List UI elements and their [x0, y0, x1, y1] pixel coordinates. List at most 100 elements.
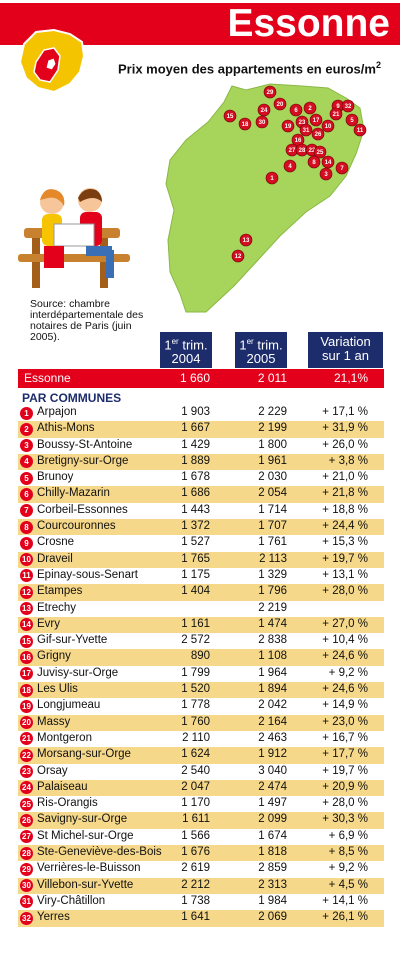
commune-name: St Michel-sur-Orge	[37, 829, 134, 842]
commune-name: Juvisy-sur-Orge	[37, 666, 119, 679]
table-row: 29 Verrières-le-Buisson 2 619 2 859 + 9,2 %	[18, 861, 384, 877]
commune-number-badge: 19	[20, 699, 33, 713]
commune-name: Crosne	[37, 536, 75, 549]
price-2004: 1 889	[181, 454, 210, 467]
commune-number-badge: 15	[20, 634, 33, 648]
commune-name: Yerres	[37, 911, 70, 924]
table-row: 3 Boussy-St-Antoine 1 429 1 800 + 26,0 %	[18, 438, 384, 454]
price-variation: + 23,0 %	[322, 715, 368, 728]
commune-name: Draveil	[37, 552, 73, 565]
map-pin-label: 27	[289, 148, 296, 154]
commune-number-badge: 25	[20, 797, 33, 811]
price-variation: + 24,6 %	[322, 650, 368, 663]
map-pin-label: 4	[288, 164, 292, 170]
commune-number-badge: 21	[20, 732, 33, 746]
commune-number-badge: 27	[20, 830, 33, 844]
price-2004: 890	[190, 650, 210, 663]
price-variation: + 13,1 %	[322, 568, 368, 581]
price-2004: 1 611	[182, 813, 210, 826]
price-2005: 3 040	[258, 764, 287, 777]
price-2005: 1 964	[258, 666, 287, 679]
commune-name: Evry	[37, 617, 60, 630]
price-variation: + 14,9 %	[322, 699, 368, 712]
price-2004: 2 047	[181, 780, 210, 793]
price-variation: + 26,0 %	[322, 438, 368, 451]
commune-number-badge: 22	[20, 748, 33, 762]
price-2005: 1 761	[258, 536, 287, 549]
table-row: 4 Bretigny-sur-Orge 1 889 1 961 + 3,8 %	[18, 453, 384, 471]
table-row: 8 Courcouronnes 1 372 1 707 + 24,4 %	[18, 519, 384, 536]
map-pin-label: 11	[357, 128, 364, 134]
map-pin-label: 10	[325, 124, 332, 130]
table-row: 21 Montgeron 2 110 2 463 + 16,7 %	[18, 731, 384, 747]
column-header-2004: 1er trim. 2004	[160, 332, 212, 368]
price-variation: + 8,5 %	[328, 846, 368, 859]
price-2004: 1 175	[181, 568, 210, 581]
price-2005: 2 463	[258, 731, 287, 744]
map-pin-label: 15	[227, 114, 234, 120]
price-variation: + 17,7 %	[322, 748, 368, 761]
price-variation: + 9,2 %	[328, 862, 368, 875]
price-variation: + 18,8 %	[322, 503, 368, 516]
price-variation: + 28,0 %	[322, 585, 368, 598]
commune-number-badge: 24	[20, 781, 33, 795]
commune-number-badge: 10	[20, 553, 33, 567]
commune-name: Brunoy	[37, 471, 74, 484]
price-2004: 1 161	[181, 617, 210, 630]
commune-number-badge: 1	[20, 406, 33, 420]
price-2004: 1 678	[181, 471, 210, 484]
price-variation: + 20,9 %	[322, 780, 368, 793]
map-pin-label: 5	[350, 118, 354, 124]
map-pin-label: 28	[299, 148, 306, 154]
table-row: 17 Juvisy-sur-Orge 1 799 1 964 + 9,2 %	[18, 666, 384, 682]
commune-number-badge: 9	[20, 536, 33, 550]
price-variation: + 4,5 %	[328, 878, 368, 891]
price-2004: 1 443	[181, 503, 210, 516]
table-row: 18 Les Ulis 1 520 1 894 + 24,6 %	[18, 682, 384, 699]
map-pin	[263, 85, 277, 99]
commune-name: Epinay-sous-Senart	[37, 568, 138, 581]
commune-name: Ste-Geneviève-des-Bois	[37, 846, 162, 859]
price-2005: 1 108	[258, 650, 287, 663]
commune-number-badge: 8	[20, 520, 33, 534]
price-2005: 2 054	[258, 487, 287, 500]
map-pin	[319, 167, 333, 181]
price-2004: 1 667	[181, 422, 210, 435]
commune-number-badge: 32	[20, 911, 33, 925]
price-2004: 1 799	[181, 666, 210, 679]
commune-number-badge: 6	[20, 487, 33, 501]
price-2004: 1 372	[181, 520, 210, 533]
table-row: 30 Villebon-sur-Yvette 2 212 2 313 + 4,5 %	[18, 877, 384, 894]
map-pin	[273, 97, 287, 111]
map-pin-label: 14	[325, 160, 332, 166]
commune-number-badge: 18	[20, 683, 33, 697]
price-variation: + 14,1 %	[322, 894, 368, 907]
commune-number-badge: 17	[20, 667, 33, 681]
table-row: 22 Morsang-sur-Orge 1 624 1 912 + 17,7 %	[18, 747, 384, 764]
commune-name: Courcouronnes	[37, 520, 116, 533]
price-2005: 2 042	[258, 699, 287, 712]
map-pin-label: 12	[235, 254, 242, 260]
price-variation: + 24,4 %	[322, 520, 368, 533]
page-title: Essonne	[227, 2, 390, 45]
commune-name: Grigny	[37, 650, 71, 663]
map-pin-label: 7	[340, 166, 344, 172]
essonne-2004: 1 660	[179, 371, 210, 385]
price-2004: 1 170	[181, 797, 210, 810]
price-2005: 1 961	[258, 454, 287, 467]
map-pin-label: 22	[309, 148, 316, 154]
commune-name: Etrechy	[37, 601, 76, 614]
table-row: 24 Palaiseau 2 047 2 474 + 20,9 %	[18, 779, 384, 797]
price-variation: + 30,3 %	[322, 813, 368, 826]
price-2005: 2 859	[258, 862, 287, 875]
essonne-2005: 2 011	[257, 371, 287, 385]
map-pin-label: 3	[324, 172, 328, 178]
table-row: 19 Longjumeau 1 778 2 042 + 14,9 %	[18, 698, 384, 714]
price-2004: 1 641	[181, 911, 210, 924]
map-pin-label: 26	[315, 132, 322, 138]
price-2005: 1 894	[258, 683, 287, 696]
map-pin-label: 30	[259, 120, 266, 126]
table-row: 2 Athis-Mons 1 667 2 199 + 31,9 %	[18, 421, 384, 438]
price-2004: 1 778	[181, 699, 210, 712]
